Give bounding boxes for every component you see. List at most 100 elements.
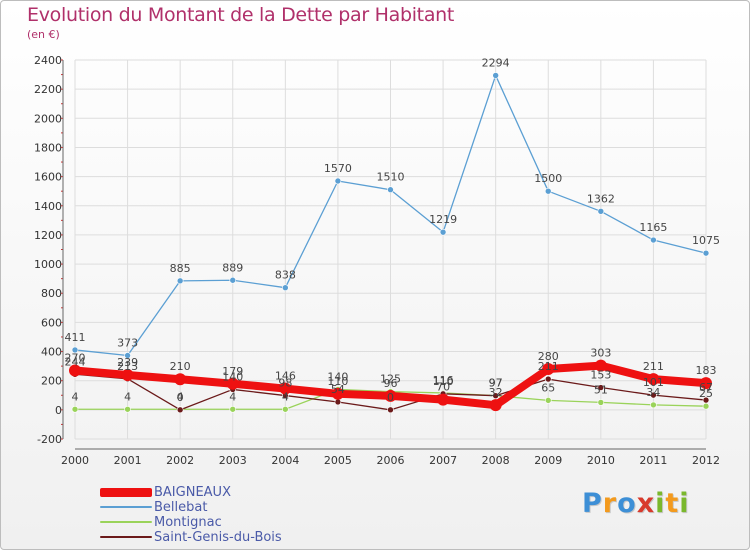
data-point xyxy=(702,249,710,257)
data-label: 67 xyxy=(699,381,713,394)
data-label: 1362 xyxy=(587,192,615,205)
x-tick-label: 2010 xyxy=(587,454,615,467)
y-tick-label: 2000 xyxy=(34,112,62,125)
data-point xyxy=(334,177,342,185)
y-tick-label: 0 xyxy=(55,404,62,417)
data-point xyxy=(229,276,237,284)
data-label: 96 xyxy=(384,377,398,390)
data-label: 4 xyxy=(177,390,184,403)
data-label: 239 xyxy=(117,356,138,369)
data-label: 32 xyxy=(489,386,503,399)
logo-letter: P xyxy=(582,488,603,519)
y-tick-label: 1800 xyxy=(34,141,62,154)
data-label: 1219 xyxy=(429,213,457,226)
data-label: 65 xyxy=(541,381,555,394)
logo-letter: i xyxy=(679,488,690,519)
logo-letter: x xyxy=(636,488,656,519)
data-point xyxy=(71,346,79,354)
x-tick-label: 2000 xyxy=(61,454,89,467)
x-tick-label: 2003 xyxy=(219,454,247,467)
data-label: 2294 xyxy=(482,56,510,69)
data-point xyxy=(121,369,134,382)
data-point xyxy=(702,396,710,404)
legend-label: Saint-Genis-du-Bois xyxy=(154,530,282,545)
data-label: 211 xyxy=(538,360,559,373)
data-label: 125 xyxy=(380,373,401,386)
data-label: 179 xyxy=(222,365,243,378)
data-label: 101 xyxy=(643,376,664,389)
data-label: 183 xyxy=(696,364,717,377)
x-tick-label: 2012 xyxy=(692,454,720,467)
data-point xyxy=(387,406,394,414)
y-tick-label: 600 xyxy=(41,316,62,329)
data-point xyxy=(700,377,712,390)
data-label: 98 xyxy=(278,377,292,390)
logo-letter: o xyxy=(617,488,637,519)
data-point xyxy=(492,392,499,400)
x-tick-label: 2011 xyxy=(639,454,667,467)
data-point xyxy=(334,398,342,406)
data-point xyxy=(176,406,184,414)
data-label: 838 xyxy=(275,269,296,282)
data-label: 411 xyxy=(65,331,86,344)
chart-title: Evolution du Montant de la Dette par Hab… xyxy=(27,4,455,26)
data-point xyxy=(597,399,605,406)
line-chart: -200020040060080010001200140016001800200… xyxy=(34,54,720,467)
data-point xyxy=(597,384,605,391)
proxiti-logo: Proxiti xyxy=(582,488,690,519)
data-label: 280 xyxy=(538,350,559,363)
data-label: 34 xyxy=(646,386,660,399)
data-point xyxy=(69,364,81,377)
data-point xyxy=(282,405,289,413)
x-tick-label: 2005 xyxy=(324,454,352,467)
legend-label: BAIGNEAUX xyxy=(154,485,231,500)
y-tick-label: 2400 xyxy=(34,54,62,67)
data-point xyxy=(331,387,344,400)
legend-swatch xyxy=(100,488,152,497)
data-point xyxy=(282,284,289,291)
data-label: 303 xyxy=(590,347,611,360)
data-label: 140 xyxy=(222,370,243,383)
data-point xyxy=(594,359,607,372)
data-label: 97 xyxy=(489,377,503,390)
logo-letter: t xyxy=(665,488,680,519)
y-tick-label: 2200 xyxy=(34,83,62,96)
legend-label: Bellebat xyxy=(154,500,208,515)
data-point xyxy=(597,208,605,215)
data-label: 70 xyxy=(436,381,450,394)
x-tick-label: 2006 xyxy=(377,454,405,467)
data-point xyxy=(124,405,131,413)
y-tick-label: 1600 xyxy=(34,171,62,184)
data-point xyxy=(542,363,555,376)
data-point xyxy=(439,228,447,236)
data-point xyxy=(489,399,502,412)
legend-swatch xyxy=(100,536,152,538)
data-label: 4 xyxy=(229,390,236,403)
data-label: 211 xyxy=(643,360,664,373)
data-label: 1570 xyxy=(324,162,352,175)
x-tick-label: 2002 xyxy=(166,454,194,467)
data-point xyxy=(544,397,552,404)
data-label: 4 xyxy=(124,390,131,403)
y-tick-label: 200 xyxy=(41,375,62,388)
y-tick-label: 400 xyxy=(41,346,62,359)
data-label: 1510 xyxy=(377,171,405,184)
data-point xyxy=(229,405,237,413)
legend-swatch xyxy=(100,506,152,508)
data-point xyxy=(702,402,710,410)
y-tick-label: 1200 xyxy=(34,229,62,242)
data-label: 4 xyxy=(282,390,289,403)
data-point xyxy=(650,391,657,399)
logo-letter: r xyxy=(602,488,618,519)
x-tick-label: 2004 xyxy=(271,454,299,467)
axes: -200020040060080010001200140016001800200… xyxy=(34,54,720,467)
data-point xyxy=(387,186,394,194)
data-label: 373 xyxy=(117,336,138,349)
data-point xyxy=(174,373,187,386)
data-label: 0 xyxy=(387,391,394,404)
data-point xyxy=(176,277,184,285)
data-label: 213 xyxy=(117,360,138,373)
data-label: 885 xyxy=(170,262,191,275)
data-label: 4 xyxy=(72,390,79,403)
